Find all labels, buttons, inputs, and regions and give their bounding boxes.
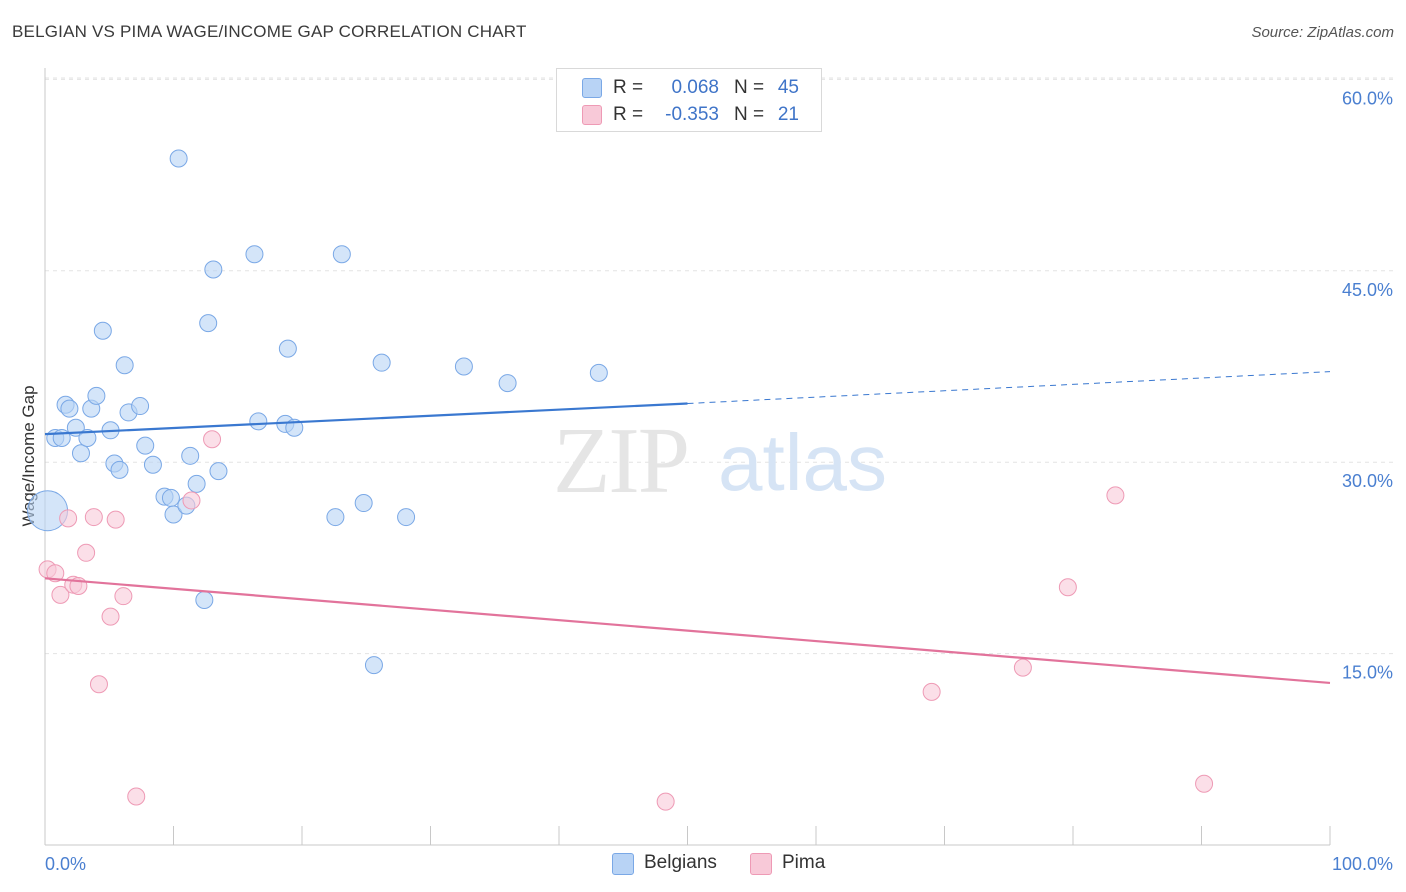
point-belgians bbox=[454, 357, 473, 376]
point-belgians bbox=[169, 149, 188, 168]
legend-swatch-pima bbox=[750, 853, 772, 875]
stats-row-pima: R = -0.353 N = 21 bbox=[557, 102, 821, 128]
point-pima bbox=[101, 607, 120, 626]
watermark-atlas: atlas bbox=[718, 418, 887, 507]
chart-title: BELGIAN VS PIMA WAGE/INCOME GAP CORRELAT… bbox=[12, 22, 527, 41]
point-belgians bbox=[93, 321, 112, 340]
point-belgians bbox=[131, 397, 150, 416]
y-tick-label: 30.0% bbox=[1342, 471, 1393, 491]
point-belgians bbox=[249, 412, 268, 431]
y-tick-label: 45.0% bbox=[1342, 280, 1393, 300]
point-belgians bbox=[161, 488, 180, 507]
point-pima bbox=[656, 792, 675, 811]
x-axis-ticks bbox=[44, 826, 1331, 845]
n-value: 45 bbox=[777, 77, 799, 98]
point-belgians bbox=[71, 444, 90, 463]
point-pima bbox=[84, 508, 103, 527]
trend-line-pima bbox=[44, 577, 1331, 685]
point-belgians bbox=[372, 353, 391, 372]
point-pima bbox=[127, 787, 146, 806]
stats-swatch-pima bbox=[582, 105, 602, 125]
n-label: N = bbox=[734, 104, 765, 125]
x-axis-tick-labels: 0.0% 100.0% bbox=[45, 854, 1393, 874]
point-pima bbox=[114, 587, 133, 606]
point-belgians bbox=[115, 356, 134, 375]
watermark: ZIP atlas bbox=[553, 409, 887, 513]
point-belgians bbox=[354, 494, 373, 513]
point-belgians bbox=[78, 428, 97, 447]
y-tick-label: 60.0% bbox=[1342, 88, 1393, 108]
point-belgians bbox=[27, 490, 69, 532]
point-belgians bbox=[143, 455, 162, 474]
x-tick-label: 0.0% bbox=[45, 854, 86, 874]
point-pima bbox=[1195, 774, 1214, 793]
r-label: R = bbox=[613, 104, 644, 125]
trend-extension-belgians bbox=[687, 371, 1331, 405]
y-axis-label: Wage/Income Gap bbox=[19, 385, 38, 526]
n-value: 21 bbox=[777, 104, 799, 125]
y-tick-label: 15.0% bbox=[1342, 663, 1393, 683]
grid-lines bbox=[45, 77, 1394, 655]
point-belgians bbox=[278, 339, 297, 358]
point-belgians bbox=[326, 508, 345, 527]
point-pima bbox=[922, 682, 941, 701]
point-belgians bbox=[245, 245, 264, 264]
point-belgians bbox=[332, 245, 351, 264]
legend-swatch-belgians bbox=[612, 853, 634, 875]
legend-label: Belgians bbox=[644, 852, 717, 873]
stats-box: R = 0.068 N = 45 R = -0.353 N = 21 bbox=[556, 68, 822, 132]
point-pima bbox=[1106, 486, 1125, 505]
point-belgians bbox=[209, 462, 228, 481]
legend-label: Pima bbox=[782, 852, 826, 873]
point-pima bbox=[106, 510, 125, 529]
point-belgians bbox=[204, 260, 223, 279]
point-pima bbox=[51, 585, 70, 604]
point-belgians bbox=[187, 474, 206, 493]
point-pima bbox=[77, 543, 96, 562]
r-value: -0.353 bbox=[665, 104, 719, 125]
point-belgians bbox=[199, 314, 218, 333]
point-belgians bbox=[87, 386, 106, 405]
point-belgians bbox=[195, 591, 214, 610]
source-credit: Source: ZipAtlas.com bbox=[1251, 24, 1394, 41]
stats-row-belgians: R = 0.068 N = 45 bbox=[557, 75, 821, 101]
stats-swatch-belgians bbox=[582, 78, 602, 98]
point-pima bbox=[1013, 658, 1032, 677]
point-belgians bbox=[60, 399, 79, 418]
point-belgians bbox=[364, 656, 383, 675]
point-belgians bbox=[110, 460, 129, 479]
point-belgians bbox=[397, 508, 416, 527]
point-pima bbox=[89, 675, 108, 694]
point-pima bbox=[59, 509, 78, 528]
point-pima bbox=[203, 430, 222, 449]
point-belgians bbox=[136, 436, 155, 455]
point-belgians bbox=[181, 446, 200, 465]
point-belgians bbox=[498, 374, 517, 393]
r-value: 0.068 bbox=[671, 77, 719, 98]
n-label: N = bbox=[734, 77, 765, 98]
watermark-zip: ZIP bbox=[553, 409, 688, 513]
point-belgians bbox=[164, 505, 183, 524]
x-tick-label: 100.0% bbox=[1332, 854, 1393, 874]
y-axis-tick-labels: 15.0% 30.0% 45.0% 60.0% bbox=[1342, 88, 1393, 682]
trend-lines bbox=[44, 371, 1331, 685]
point-pima bbox=[46, 564, 65, 583]
r-label: R = bbox=[613, 77, 644, 98]
point-pima bbox=[1058, 578, 1077, 597]
point-pima bbox=[182, 491, 201, 510]
trend-line-belgians bbox=[44, 402, 688, 436]
point-belgians bbox=[589, 363, 608, 382]
